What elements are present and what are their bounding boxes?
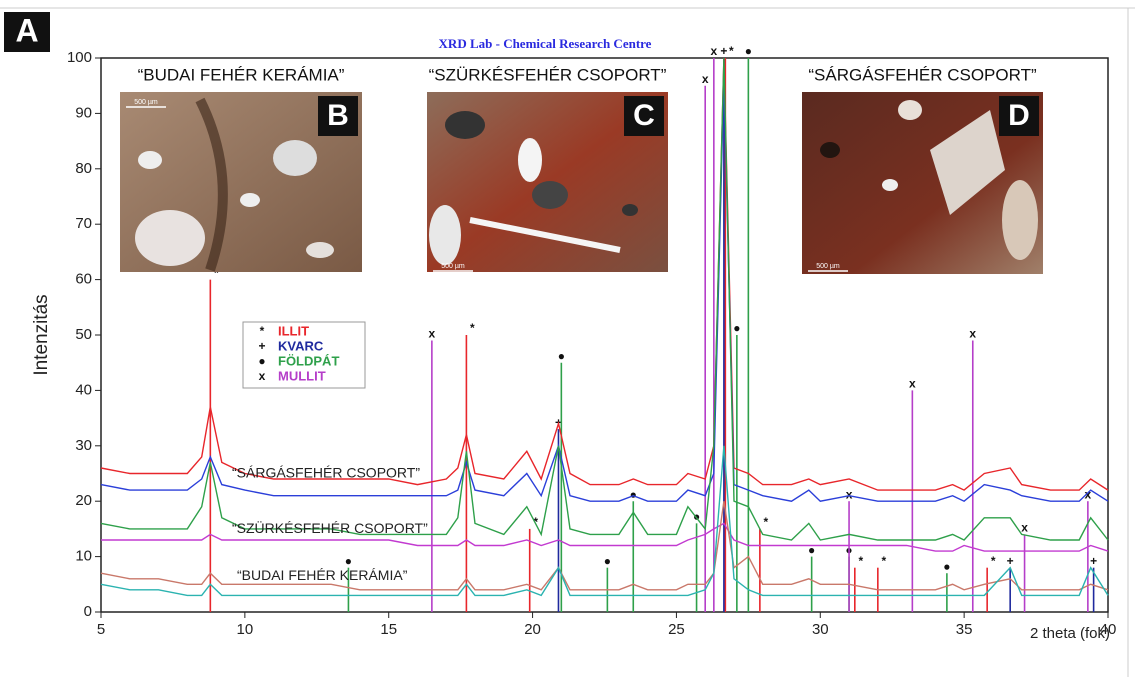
xrd-trace	[100, 501, 1109, 591]
y-tick-label: 50	[75, 326, 92, 343]
legend-label: MULLIT	[278, 368, 326, 383]
y-tick-label: 20	[75, 492, 92, 509]
x-tick-label: 40	[1100, 621, 1117, 638]
y-axis-label: Intenzitás	[31, 294, 52, 375]
photo-letter: D	[1008, 99, 1030, 132]
stick-symbol: +	[720, 44, 727, 58]
scale-label: 500 µm	[134, 99, 158, 106]
stick-symbol: ●	[558, 349, 565, 363]
stick-symbol: ●	[693, 510, 700, 524]
panel-label-box	[4, 12, 50, 52]
stick-symbol: x	[1021, 521, 1028, 535]
panel-label: A	[15, 12, 38, 48]
photo-letter-box	[999, 96, 1039, 136]
stick-symbol: +	[1007, 554, 1014, 568]
x-axis-label: 2 theta (fok)	[1030, 625, 1110, 642]
stick-symbol: ●	[604, 554, 611, 568]
stick-symbol: x	[846, 487, 853, 501]
photo-letter: B	[327, 99, 349, 132]
photo-letter-box	[318, 96, 358, 136]
legend-label: ILLIT	[278, 323, 309, 338]
xrd-trace	[100, 57, 1109, 491]
y-tick-label: 70	[75, 215, 92, 232]
x-tick-label: 35	[956, 621, 973, 638]
group-label: “SZÜRKÉSFEHÉR CSOPORT”	[232, 519, 428, 536]
stick-symbol: x	[969, 327, 976, 341]
legend: * ILLIT + KVARC ● FÖLDPÁT x MULLIT	[242, 321, 366, 389]
photo-title: “SZÜRKÉSFEHÉR CSOPORT”	[429, 65, 667, 84]
legend-box	[242, 321, 366, 389]
x-tick-label: 20	[524, 621, 541, 638]
y-tick-label: 10	[75, 548, 92, 565]
y-tick-label: 0	[84, 603, 92, 620]
scale-label: 500 µm	[441, 263, 465, 270]
stick-symbol: ●	[630, 487, 637, 501]
legend-label: FÖLDPÁT	[278, 353, 339, 368]
x-tick-label: 30	[812, 621, 829, 638]
legend-symbol: *	[260, 324, 265, 338]
stick-symbol: +	[1090, 554, 1097, 568]
legend-label: KVARC	[278, 338, 324, 353]
xrd-trace	[101, 522, 1109, 552]
stick-symbol: *	[470, 321, 475, 335]
y-tick-label: 30	[75, 437, 92, 454]
y-tick-label: 60	[75, 271, 92, 288]
stick-symbol: x	[1085, 487, 1092, 501]
stick-symbol: ●	[733, 321, 740, 335]
stick-symbol: *	[881, 554, 886, 568]
y-tick-label: 90	[75, 104, 92, 121]
stick-symbol: x	[429, 327, 436, 341]
y-tick-label: 100	[67, 49, 92, 66]
stick-symbol: ●	[745, 44, 752, 58]
stick-symbol: ●	[943, 559, 950, 573]
xrd-trace	[100, 57, 1109, 541]
legend-symbol: ●	[258, 354, 265, 368]
photo-title: “SÁRGÁSFEHÉR CSOPORT”	[808, 65, 1037, 84]
stick-symbol: *	[729, 44, 734, 58]
stick-symbol: *	[533, 515, 538, 529]
xrd-trace	[100, 74, 1109, 503]
stick-symbol: x	[710, 44, 717, 58]
legend-symbol: x	[259, 369, 266, 383]
photo-letter: C	[633, 99, 655, 132]
scale-label: 500 µm	[816, 263, 840, 270]
group-label: “SÁRGÁSFEHÉR CSOPORT”	[232, 465, 420, 481]
y-tick-label: 40	[75, 381, 92, 398]
y-tick-label: 80	[75, 160, 92, 177]
stick-symbol: *	[858, 554, 863, 568]
photo-title: “BUDAI FEHÉR KERÁMIA”	[138, 65, 345, 84]
x-tick-label: 15	[380, 621, 397, 638]
legend-symbol: +	[258, 339, 265, 353]
photo-texts: “BUDAI FEHÉR KERÁMIA” B 500 µm “SZÜRKÉSFEHÉ…	[126, 65, 1039, 272]
x-tick-label: 10	[237, 621, 254, 638]
stick-symbol: *	[991, 554, 996, 568]
stick-symbol: ●	[808, 543, 815, 557]
chart-title: XRD Lab - Chemical Research Centre	[439, 36, 652, 51]
photo-letter-box	[624, 96, 664, 136]
stick-symbol: x	[702, 72, 709, 86]
group-label: “BUDAI FEHÉR KERÁMIA”	[237, 567, 408, 583]
x-tick-label: 5	[97, 621, 105, 638]
x-tick-label: 25	[668, 621, 685, 638]
xrd-trace	[100, 445, 1109, 597]
stick-symbol: x	[909, 377, 916, 391]
stick-symbol: *	[214, 266, 219, 280]
stick-symbol: *	[764, 515, 769, 529]
stick-symbol: ●	[345, 554, 352, 568]
